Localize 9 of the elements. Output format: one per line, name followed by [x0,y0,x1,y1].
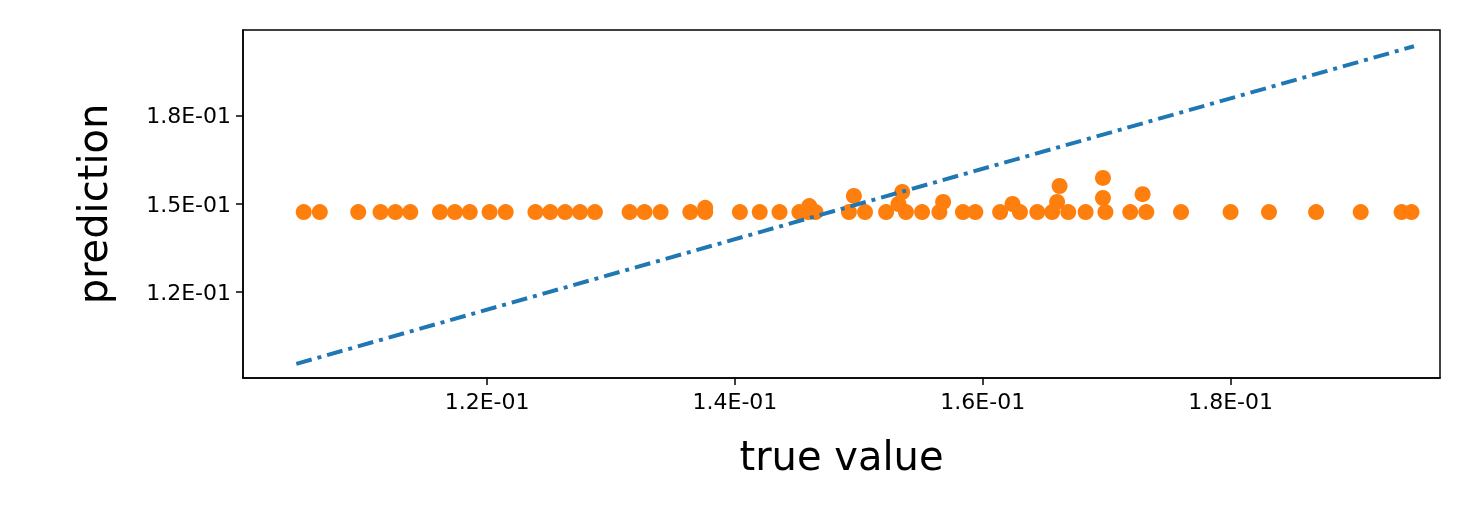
y-tick-label: 1.8E-01 [146,103,231,129]
x-tick-label: 1.6E-01 [940,388,1026,414]
x-tick-label: 1.8E-01 [1188,388,1273,414]
y-tick-label: 1.2E-01 [146,279,231,305]
x-tick-label: 1.4E-01 [692,388,778,414]
x-axis-title: true value [739,433,944,479]
x-tick-label: 1.2E-01 [444,388,530,414]
y-axis-title: prediction [70,103,116,305]
y-tick-label: 1.5E-01 [146,191,231,217]
